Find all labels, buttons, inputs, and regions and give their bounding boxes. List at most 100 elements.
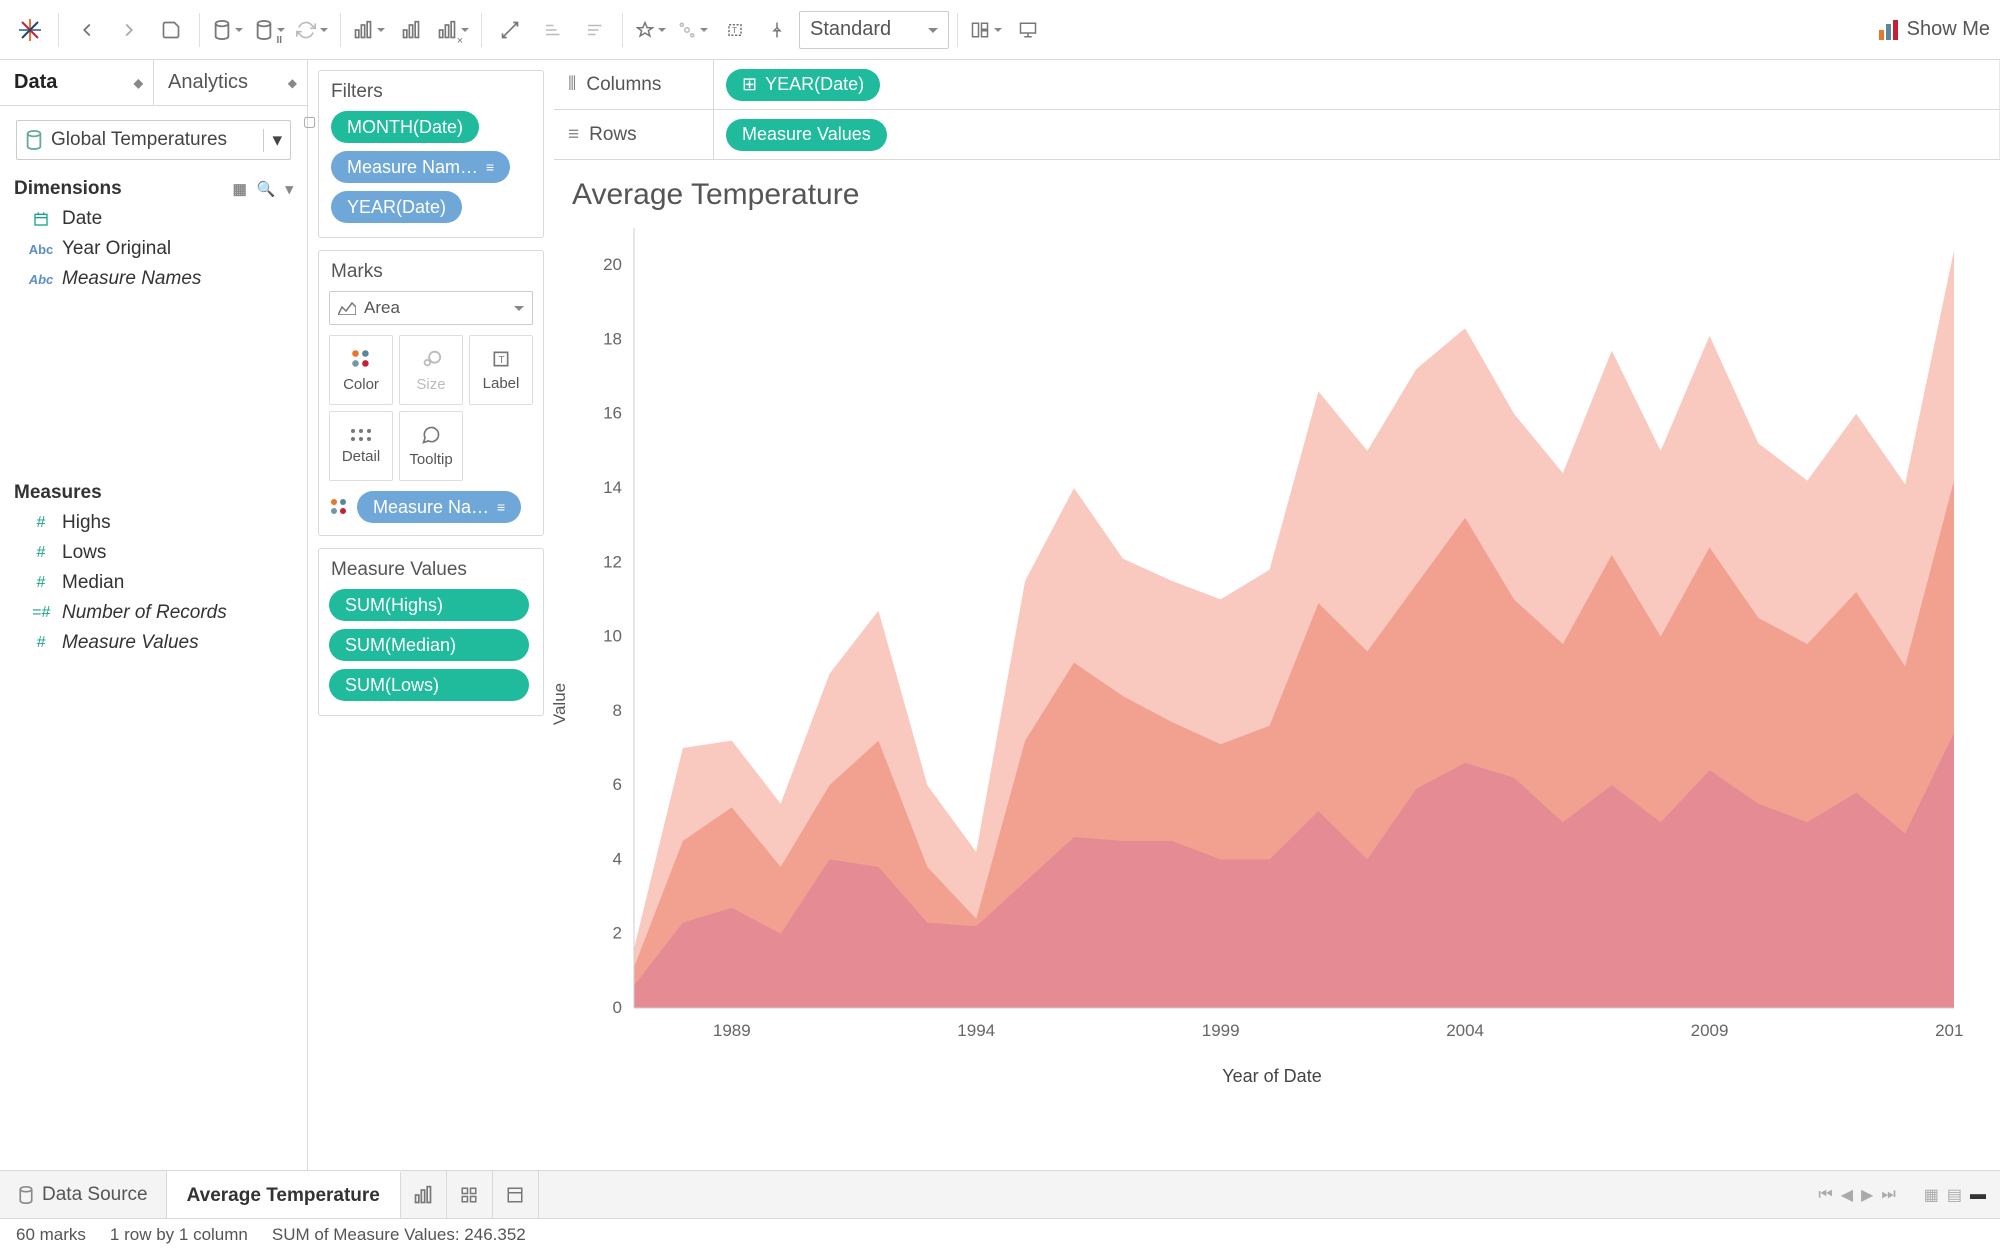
new-sheet-icon[interactable] [401, 1171, 447, 1218]
marks-type-dropdown[interactable]: Area [329, 291, 533, 325]
mark-color-button[interactable]: Color [329, 335, 393, 405]
collapse-filters-icon[interactable]: ▢ [303, 113, 316, 130]
menu-icon[interactable]: ▾ [285, 180, 293, 198]
sheet-tab-active[interactable]: Average Temperature [167, 1171, 401, 1218]
show-me-icon [1879, 20, 1899, 40]
filter-pill[interactable]: MONTH(Date) [331, 111, 479, 143]
mark-label-button[interactable]: TLabel [469, 335, 533, 405]
marks-color-pill[interactable]: Measure Na…≡ [357, 491, 521, 523]
dimension-field[interactable]: Date [0, 204, 307, 234]
clear-sheet-icon[interactable]: × [433, 10, 473, 50]
fit-dropdown[interactable]: Standard [799, 11, 949, 49]
sheet-nav: ⏮ ◀ ▶ ⏭ ▦ ▤ ▬ [1804, 1171, 2000, 1218]
svg-text:12: 12 [603, 552, 622, 571]
sort-desc-icon[interactable] [574, 10, 614, 50]
fit-mode-value: Standard [810, 18, 891, 41]
dimension-field[interactable]: AbcYear Original [0, 234, 307, 264]
refresh-icon[interactable] [292, 10, 332, 50]
mark-tooltip-button[interactable]: Tooltip [399, 411, 463, 481]
undo-icon[interactable] [67, 10, 107, 50]
show-me-label: Show Me [1907, 18, 1990, 41]
viz-title[interactable]: Average Temperature [554, 160, 2000, 218]
color-icon [329, 497, 349, 517]
columns-pill[interactable]: ⊞YEAR(Date) [726, 69, 880, 101]
show-cards-icon[interactable] [966, 10, 1006, 50]
dimension-field[interactable]: AbcMeasure Names [0, 264, 307, 294]
columns-shelf[interactable]: ⦀Columns ⊞YEAR(Date) [554, 60, 2000, 110]
svg-text:10: 10 [603, 627, 622, 646]
show-labels-icon[interactable]: T [715, 10, 755, 50]
save-icon[interactable] [151, 10, 191, 50]
datasource-dropdown[interactable]: Global Temperatures ▾ [16, 120, 291, 160]
data-pane: Data◆ Analytics◆ Global Temperatures ▾ D… [0, 60, 308, 1170]
sheet-tabs-bar: Data Source Average Temperature ⏮ ◀ ▶ ⏭ … [0, 1170, 2000, 1218]
show-me-button[interactable]: Show Me [1879, 18, 1990, 41]
filters-title: Filters [319, 71, 543, 111]
presentation-icon[interactable] [1008, 10, 1048, 50]
measure-field[interactable]: #Highs [0, 508, 307, 538]
svg-text:4: 4 [613, 849, 622, 868]
new-story-icon[interactable] [493, 1171, 539, 1218]
first-sheet-icon[interactable]: ⏮ [1818, 1186, 1832, 1204]
tab-analytics[interactable]: Analytics◆ [154, 60, 307, 105]
y-axis-title: Value [550, 683, 570, 725]
main-toolbar: II × T Standard Show Me [0, 0, 2000, 60]
marks-card: Marks Area ColorSizeTLabelDetailTooltip … [318, 250, 544, 536]
area-chart[interactable]: 0246810121416182019891994199920042009201… [564, 218, 1964, 1058]
measure-field[interactable]: #Median [0, 568, 307, 598]
measure-value-pill[interactable]: SUM(Median) [329, 629, 529, 661]
svg-text:8: 8 [613, 701, 622, 720]
area-icon [338, 301, 356, 315]
rows-shelf[interactable]: ≡Rows Measure Values [554, 110, 2000, 160]
columns-icon: ⦀ [568, 74, 576, 96]
pin-icon[interactable] [757, 10, 797, 50]
highlight-icon[interactable] [631, 10, 671, 50]
datasource-tab[interactable]: Data Source [0, 1171, 167, 1218]
group-icon[interactable] [673, 10, 713, 50]
view-as-icon[interactable]: ▦ [233, 180, 247, 198]
measure-field[interactable]: #Measure Values [0, 628, 307, 658]
pause-updates-icon[interactable]: II [250, 10, 290, 50]
measures-header: Measures [0, 474, 307, 508]
status-sum: SUM of Measure Values: 246.352 [272, 1225, 526, 1245]
swap-icon[interactable] [490, 10, 530, 50]
status-layout: 1 row by 1 column [110, 1225, 248, 1245]
next-sheet-icon[interactable]: ▶ [1861, 1185, 1873, 1205]
new-worksheet-icon[interactable] [349, 10, 389, 50]
new-dashboard-icon[interactable] [447, 1171, 493, 1218]
datasource-name: Global Temperatures [51, 129, 227, 151]
mark-detail-button[interactable]: Detail [329, 411, 393, 481]
dimensions-header: Dimensions ▦🔍▾ [0, 170, 307, 204]
svg-text:2009: 2009 [1691, 1021, 1729, 1040]
tab-data[interactable]: Data◆ [0, 60, 154, 105]
mv-title: Measure Values [319, 549, 543, 589]
filter-pill[interactable]: Measure Nam…≡ [331, 151, 510, 183]
svg-text:1994: 1994 [957, 1021, 995, 1040]
svg-text:2: 2 [613, 924, 622, 943]
measure-value-pill[interactable]: SUM(Lows) [329, 669, 529, 701]
new-datasource-icon[interactable] [208, 10, 248, 50]
svg-text:6: 6 [613, 775, 622, 794]
measure-value-pill[interactable]: SUM(Highs) [329, 589, 529, 621]
redo-icon[interactable] [109, 10, 149, 50]
prev-sheet-icon[interactable]: ◀ [1841, 1185, 1853, 1205]
show-sheets-icon[interactable]: ▤ [1947, 1185, 1962, 1205]
svg-text:T: T [499, 355, 505, 366]
tableau-logo-icon[interactable] [10, 10, 50, 50]
show-filmstrip-icon[interactable]: ▦ [1924, 1185, 1939, 1205]
show-tabs-icon[interactable]: ▬ [1970, 1186, 1986, 1204]
duplicate-sheet-icon[interactable] [391, 10, 431, 50]
measure-field[interactable]: #Lows [0, 538, 307, 568]
filter-pill[interactable]: YEAR(Date) [331, 191, 462, 223]
mark-size-button[interactable]: Size [399, 335, 463, 405]
schema-column: ▢ Filters MONTH(Date)Measure Nam…≡YEAR(D… [308, 60, 554, 1170]
last-sheet-icon[interactable]: ⏭ [1881, 1186, 1895, 1204]
marks-title: Marks [319, 251, 543, 291]
search-icon[interactable]: 🔍 [257, 180, 276, 198]
sort-asc-icon[interactable] [532, 10, 572, 50]
svg-text:2004: 2004 [1446, 1021, 1484, 1040]
measure-field[interactable]: =#Number of Records [0, 598, 307, 628]
rows-pill[interactable]: Measure Values [726, 119, 887, 151]
status-bar: 60 marks 1 row by 1 column SUM of Measur… [0, 1218, 2000, 1250]
measure-values-card: Measure Values SUM(Highs) SUM(Median) SUM(… [318, 548, 544, 716]
